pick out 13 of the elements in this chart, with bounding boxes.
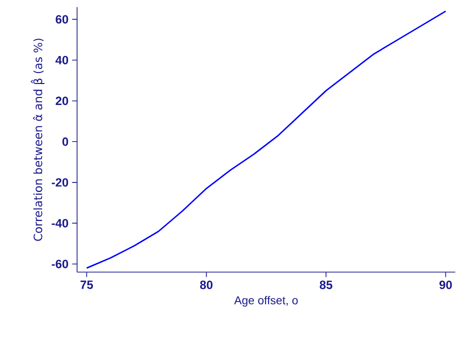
x-tick-label: 75 [80,280,93,289]
x-tick-label: 80 [200,280,213,290]
y-axis-title: Correlation between α̂ and β̂ (as %) [30,38,44,241]
x-axis-title: Age offset, o [234,296,298,307]
x-tick-label: 90 [439,280,452,290]
y-tick-label: -60 [52,260,68,268]
x-tick-label: 85 [320,280,332,290]
y-tick-label: 40 [55,56,68,64]
y-tick-label: 0 [62,137,68,146]
y-tick-label: 60 [56,15,68,24]
y-tick-label: -40 [52,218,68,228]
y-tick-label: -20 [52,178,68,187]
y-tick-label: 20 [56,96,68,106]
